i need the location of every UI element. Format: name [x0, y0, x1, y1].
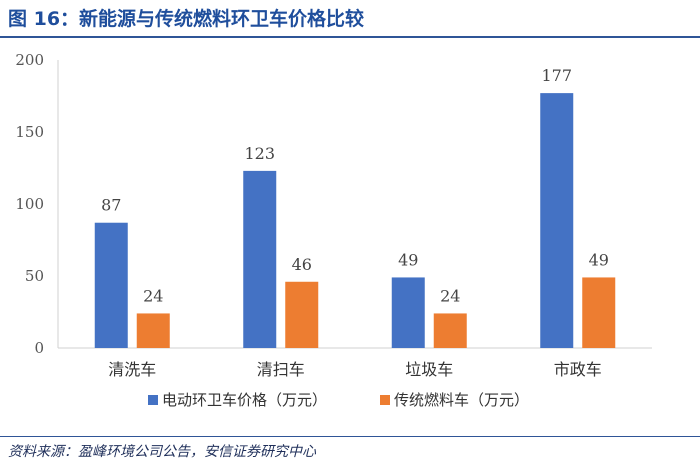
- bar-chart: 0 50 100 150 200 清洗车 清扫车 垃圾车 市政车 87 123 49 177 24 46 2…: [15, 51, 652, 409]
- data-label: 49: [398, 250, 418, 269]
- bar-electric: [540, 93, 574, 348]
- y-tick-label: 200: [15, 51, 44, 69]
- legend-label: 电动环卫车价格（万元）: [162, 391, 327, 409]
- footer-divider: [0, 436, 700, 437]
- y-tick-label: 0: [34, 339, 44, 357]
- title-divider: [0, 36, 700, 38]
- bar-electric: [243, 170, 277, 348]
- data-label: 24: [143, 286, 163, 305]
- chart-bars: [94, 93, 616, 348]
- data-label: 177: [541, 66, 572, 85]
- chart-legend: 电动环卫车价格（万元） 传统燃料车（万元）: [148, 391, 529, 409]
- data-label: 123: [244, 144, 275, 163]
- data-label: 49: [589, 250, 609, 269]
- y-tick-label: 100: [15, 195, 44, 213]
- bar-traditional: [285, 281, 319, 348]
- bar-traditional: [582, 277, 616, 348]
- bar-traditional: [136, 313, 170, 348]
- x-tick-label: 市政车: [554, 360, 602, 379]
- x-tick-label: 垃圾车: [405, 360, 453, 379]
- chart-data-labels: 87 123 49 177 24 46 24 49: [101, 66, 609, 305]
- bar-electric: [391, 277, 425, 348]
- y-tick-label: 50: [25, 267, 44, 285]
- data-label: 87: [101, 196, 121, 215]
- x-tick-label: 清扫车: [257, 360, 305, 379]
- bar-electric: [94, 222, 128, 348]
- legend-label: 传统燃料车（万元）: [394, 391, 529, 409]
- legend-swatch: [380, 395, 390, 405]
- chart-axes: 0 50 100 150 200 清洗车 清扫车 垃圾车 市政车: [15, 51, 652, 379]
- legend-swatch: [148, 395, 158, 405]
- data-label: 46: [292, 255, 312, 274]
- data-label: 24: [440, 286, 460, 305]
- source-note: 资料来源：盈峰环境公司公告，安信证券研究中心: [8, 444, 316, 460]
- bar-traditional: [433, 313, 467, 348]
- x-tick-label: 清洗车: [108, 360, 156, 379]
- y-tick-label: 150: [15, 123, 44, 141]
- figure-title: 图 16：新能源与传统燃料环卫车价格比较: [8, 8, 365, 30]
